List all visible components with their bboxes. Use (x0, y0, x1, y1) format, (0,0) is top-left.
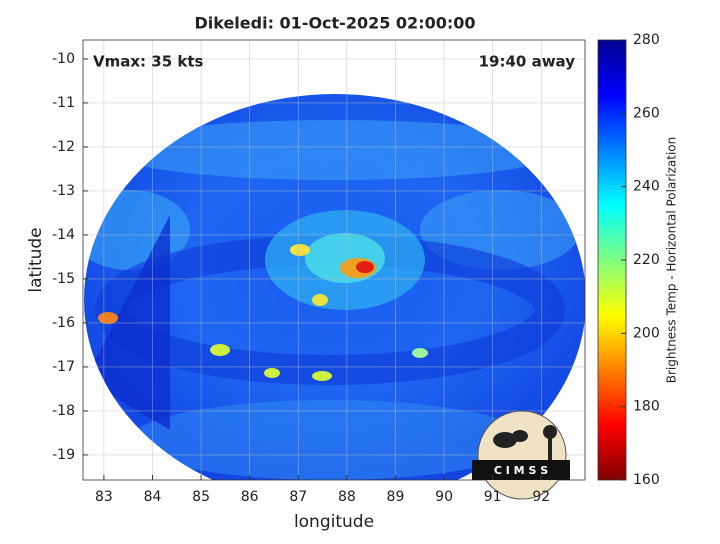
colorbar-tick-label: 220 (633, 252, 660, 268)
annotation: 19:40 away (479, 53, 576, 71)
x-axis-label: longitude (294, 512, 374, 532)
x-tick-label: 88 (338, 489, 356, 505)
colorbar-tick-label: 260 (633, 105, 660, 121)
y-tick-label: -11 (52, 95, 75, 111)
colorbar-tick-label: 240 (633, 179, 660, 195)
x-tick-label: 84 (144, 489, 162, 505)
y-tick-label: -10 (52, 51, 75, 67)
x-tick-label: 83 (95, 489, 113, 505)
annotation: Vmax: 35 kts (93, 53, 203, 71)
colorbar-label: Brightness Temp - Horizontal Polarizatio… (665, 137, 679, 384)
logo-text: C I M S S (494, 464, 548, 477)
x-tick-label: 90 (435, 489, 453, 505)
chart-title: Dikeledi: 01-Oct-2025 02:00:00 (194, 14, 475, 33)
y-tick-label: -16 (52, 315, 75, 331)
y-tick-label: -15 (52, 271, 75, 287)
x-tick-label: 91 (484, 489, 502, 505)
y-tick-label: -17 (52, 359, 75, 375)
colorbar-tick-label: 180 (633, 399, 660, 415)
x-tick-label: 85 (192, 489, 210, 505)
plot-frame (82, 39, 586, 481)
colorbar-tick-label: 160 (633, 472, 660, 488)
colorbar-tick-label: 200 (633, 325, 660, 341)
x-tick-label: 87 (289, 489, 307, 505)
y-tick-label: -14 (52, 227, 75, 243)
y-axis-label: latitude (26, 227, 46, 292)
x-tick-label: 86 (241, 489, 259, 505)
colorbar-tick-label: 280 (633, 32, 660, 48)
x-tick-label: 89 (387, 489, 405, 505)
x-tick-label: 92 (532, 489, 550, 505)
y-tick-label: -19 (52, 447, 75, 463)
logo: C I M S S (472, 410, 570, 500)
y-tick-label: -12 (52, 139, 75, 155)
y-tick-label: -13 (52, 183, 75, 199)
y-tick-label: -18 (52, 403, 75, 419)
